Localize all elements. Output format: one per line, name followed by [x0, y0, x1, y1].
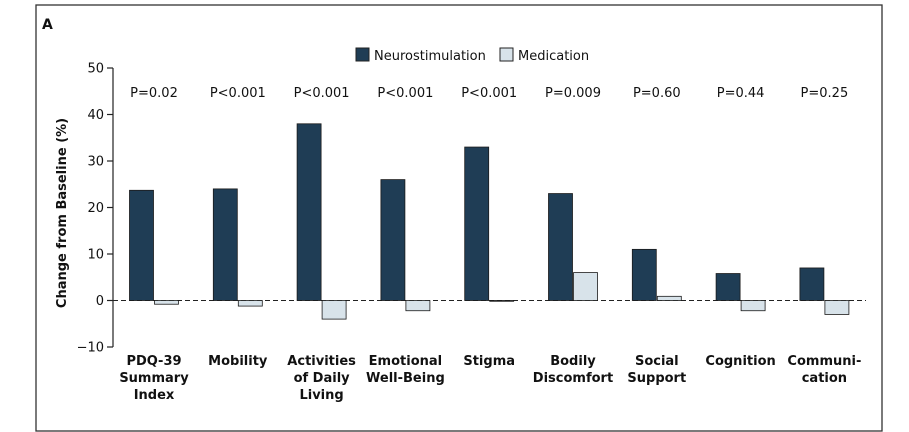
y-tick-label: 10	[87, 248, 104, 263]
y-tick-label: 20	[87, 201, 104, 216]
bar-neurostimulation	[129, 189, 154, 301]
legend-label-medication: Medication	[518, 49, 589, 64]
bar-neurostimulation	[380, 179, 406, 301]
p-value-label: P=0.009	[545, 86, 601, 101]
legend-swatch-medication	[499, 47, 514, 62]
category-label: Mobility	[208, 354, 268, 369]
bar-medication	[154, 300, 179, 305]
p-value-label: P<0.001	[461, 86, 517, 101]
labels: P=0.02 PDQ-39 Summary Index P<0.001 Mobility P…	[119, 86, 861, 403]
category-label: Summary	[119, 371, 189, 386]
p-value-label: P=0.25	[801, 86, 849, 101]
legend-label-neurostimulation: Neurostimulation	[374, 49, 486, 64]
bar-medication	[237, 300, 263, 307]
bar-medication	[573, 272, 598, 301]
category-label: PDQ-39	[126, 354, 181, 369]
category-label: cation	[802, 371, 847, 386]
category-label: Cognition	[705, 354, 775, 369]
category-label: Living	[299, 388, 343, 403]
p-value-label: P<0.001	[294, 86, 350, 101]
p-value-label: P<0.001	[377, 86, 433, 101]
bar-medication	[489, 300, 515, 302]
legend-swatch-neurostimulation	[355, 47, 370, 62]
category-label: Index	[134, 388, 175, 403]
category-label: Communi-	[787, 354, 861, 369]
y-axis-title: Change from Baseline (%)	[55, 118, 70, 308]
bar-neurostimulation	[296, 123, 322, 301]
y-tick-label: 50	[87, 62, 104, 77]
p-value-label: P=0.02	[130, 86, 178, 101]
category-label: Activities	[287, 354, 356, 369]
category-label: of Daily	[294, 371, 351, 386]
bar-neurostimulation	[715, 273, 741, 301]
y-tick-label: −10	[77, 341, 104, 356]
y-tick-label: 40	[87, 108, 104, 123]
legend: Neurostimulation Medication	[355, 47, 589, 64]
category-label: Support	[627, 371, 686, 386]
p-value-label: P=0.60	[633, 86, 681, 101]
panel-label: A	[42, 17, 53, 33]
category-label: Bodily	[550, 354, 596, 369]
p-value-label: P<0.001	[210, 86, 266, 101]
bar-medication	[740, 300, 766, 312]
bar-neurostimulation	[631, 248, 657, 301]
bar-medication	[656, 295, 682, 301]
category-label: Emotional	[369, 354, 442, 369]
category-label: Well-Being	[366, 371, 445, 386]
panel-border	[35, 4, 883, 432]
category-label: Stigma	[463, 354, 515, 369]
bars	[129, 123, 850, 320]
axes: −10 0 10 20 30 40 50	[77, 62, 866, 356]
bar-neurostimulation	[799, 267, 825, 301]
bar-medication	[405, 300, 431, 312]
bar-medication	[321, 300, 347, 320]
bar-neurostimulation	[548, 193, 573, 301]
category-label: Discomfort	[533, 371, 613, 386]
category-label: Social	[635, 354, 679, 369]
bar-neurostimulation	[464, 146, 490, 301]
p-value-label: P=0.44	[717, 86, 765, 101]
bar-neurostimulation	[212, 188, 238, 301]
y-tick-label: 0	[96, 294, 104, 309]
y-tick-label: 30	[87, 155, 104, 170]
bar-medication	[824, 300, 850, 315]
